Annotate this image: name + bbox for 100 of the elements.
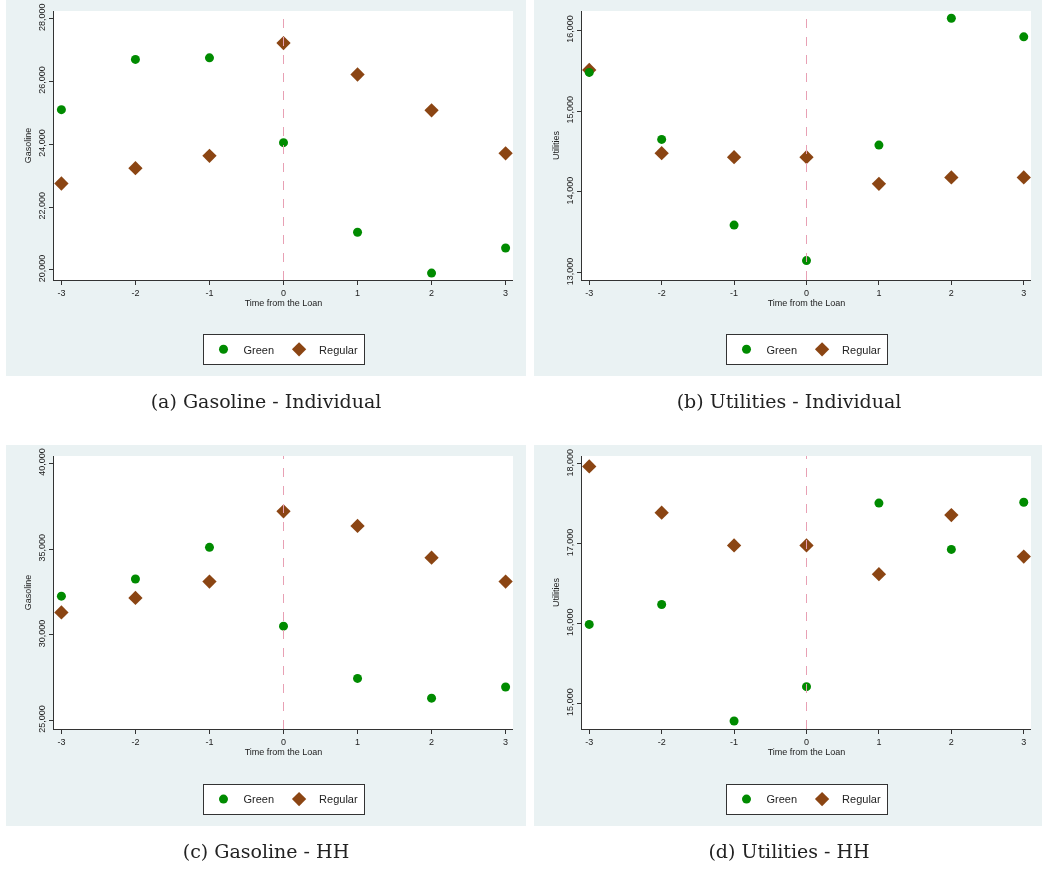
x-tick-label: 2 <box>948 736 954 747</box>
point <box>202 148 217 164</box>
point <box>427 268 437 278</box>
text: (c) Gasoline - HH <box>181 840 351 862</box>
x-tick-label: -1 <box>205 287 214 298</box>
y-tick-label: 28,000 <box>37 3 48 31</box>
x-axis-title: Time from the Loan <box>767 746 846 757</box>
point <box>204 53 214 63</box>
y-tick-label: 18,000 <box>565 448 576 477</box>
point <box>871 566 887 582</box>
x-tick-label: -2 <box>657 736 666 747</box>
x-axis-title: Time from the Loan <box>244 746 323 757</box>
point <box>498 574 513 589</box>
point <box>350 67 365 82</box>
point <box>799 538 814 553</box>
legend-label: Regular <box>842 793 881 806</box>
point <box>874 140 884 150</box>
y-axis-title: Utilities <box>550 577 561 608</box>
x-axis-title: Time from the Loan <box>767 297 846 308</box>
point <box>353 673 363 683</box>
point <box>498 146 513 161</box>
point <box>424 550 439 565</box>
text: (b) Utilities - Individual <box>675 390 903 412</box>
point <box>584 619 594 629</box>
x-tick-label: 0 <box>280 736 287 747</box>
point <box>726 538 742 553</box>
point <box>54 176 69 191</box>
point <box>657 134 667 144</box>
x-tick-label: -2 <box>131 736 140 747</box>
point <box>130 54 140 64</box>
x-tick-label: -1 <box>730 287 739 298</box>
x-tick-label: -3 <box>585 736 594 747</box>
point <box>350 518 365 534</box>
x-tick-label: 3 <box>503 736 509 747</box>
x-tick-label: -2 <box>131 287 140 298</box>
x-tick-label: 0 <box>803 736 810 747</box>
point <box>654 505 669 520</box>
point <box>56 591 66 601</box>
legend-label: Green <box>243 343 275 356</box>
x-axis-title: Time from the Loan <box>244 297 323 308</box>
point <box>128 160 143 176</box>
x-tick-label: -1 <box>205 736 214 747</box>
y-axis-title: Gasoline <box>22 574 33 611</box>
point <box>1019 32 1029 42</box>
x-tick-label: 3 <box>1021 287 1027 298</box>
point <box>946 13 956 23</box>
x-tick-label: 2 <box>948 287 954 298</box>
legend-label: Green <box>766 343 798 356</box>
point <box>657 599 667 609</box>
point <box>946 544 956 554</box>
point <box>204 542 214 552</box>
point <box>56 105 66 115</box>
y-tick-label: 16,000 <box>565 15 576 43</box>
y-tick-label: 16,000 <box>565 608 576 637</box>
text: (d) Utilities - HH <box>707 840 871 862</box>
point <box>582 459 597 474</box>
x-tick-label: 3 <box>503 287 509 298</box>
legend-label: Regular <box>319 793 358 806</box>
point <box>54 605 69 620</box>
x-tick-label: 1 <box>355 287 361 298</box>
x-tick-label: 1 <box>876 736 882 747</box>
y-tick-label: 14,000 <box>565 176 576 205</box>
y-axis-title: Utilities <box>550 130 561 161</box>
x-tick-label: 1 <box>876 287 882 298</box>
point <box>802 256 811 266</box>
x-tick-label: -3 <box>585 287 594 298</box>
point <box>944 170 959 185</box>
point <box>729 716 739 726</box>
x-tick-label: 2 <box>429 287 435 298</box>
point <box>279 621 288 631</box>
point <box>130 574 140 584</box>
point <box>871 176 887 192</box>
point <box>726 150 742 165</box>
y-tick-label: 40,000 <box>37 448 48 476</box>
point <box>501 682 511 692</box>
y-tick-label: 30,000 <box>37 619 48 648</box>
legend-label: Regular <box>842 343 881 356</box>
y-axis-title: Gasoline <box>22 127 33 164</box>
text: (a) Gasoline - Individual <box>149 390 383 412</box>
x-tick-label: -1 <box>730 736 739 747</box>
point <box>1019 497 1029 507</box>
legend-label: Green <box>243 793 275 806</box>
point <box>1016 170 1031 185</box>
y-tick-label: 13,000 <box>565 257 576 286</box>
y-tick-label: 35,000 <box>37 533 48 562</box>
point <box>729 220 739 230</box>
point <box>353 227 363 237</box>
x-tick-label: -3 <box>57 287 66 298</box>
x-tick-label: 0 <box>803 287 810 298</box>
y-tick-label: 20,000 <box>37 254 48 283</box>
legend-label: Regular <box>319 343 358 356</box>
x-tick-label: 2 <box>429 736 435 747</box>
y-tick-label: 15,000 <box>565 96 576 124</box>
y-tick-label: 25,000 <box>37 705 48 733</box>
y-tick-label: 15,000 <box>565 688 576 716</box>
point <box>1016 549 1031 564</box>
point <box>799 150 814 165</box>
y-tick-label: 17,000 <box>565 528 576 557</box>
x-tick-label: 0 <box>280 287 287 298</box>
point <box>874 498 884 508</box>
